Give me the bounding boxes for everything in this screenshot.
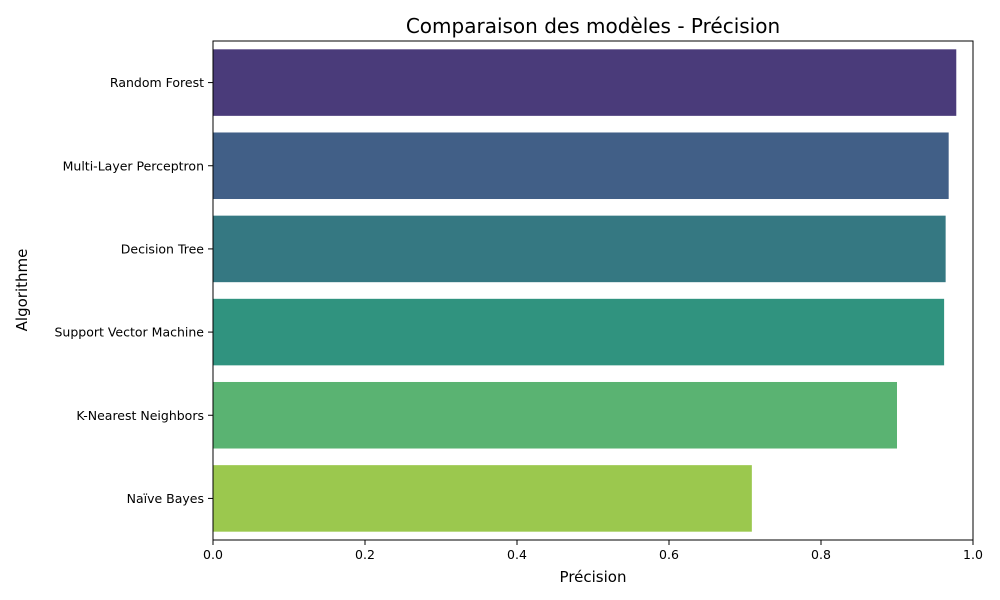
axes-group: Random Forest Multi-Layer Perceptron Decis…	[54, 40, 983, 562]
y-tick-label: K-Nearest Neighbors	[76, 408, 204, 423]
chart-title: Comparaison des modèles - Précision	[406, 14, 780, 38]
bar-k-nearest-neighbors	[213, 381, 897, 449]
x-axis-label: Précision	[560, 568, 627, 586]
plot-frame	[212, 40, 974, 541]
bar-decision-tree	[213, 215, 946, 283]
y-tick-label: Support Vector Machine	[54, 325, 204, 340]
bar-support-vector-machine	[213, 298, 945, 366]
y-tick-label: Decision Tree	[121, 241, 205, 256]
y-tick-label: Multi-Layer Perceptron	[63, 158, 204, 173]
y-tick-label: Naïve Bayes	[127, 491, 204, 506]
bar-multi-layer-perceptron	[213, 132, 949, 200]
y-axis-label: Algorithme	[13, 249, 31, 332]
x-tick-label: 0.4	[507, 547, 527, 562]
x-tick-label: 0.2	[355, 547, 375, 562]
bars-group	[213, 49, 957, 532]
x-tick-label: 1.0	[963, 547, 983, 562]
x-tick-label: 0.0	[203, 547, 223, 562]
x-tick-label: 0.8	[811, 547, 831, 562]
bar-random-forest	[213, 49, 957, 116]
y-tick-label: Random Forest	[110, 75, 204, 90]
x-tick-label: 0.6	[659, 547, 679, 562]
bar-na-ve-bayes	[213, 465, 752, 532]
